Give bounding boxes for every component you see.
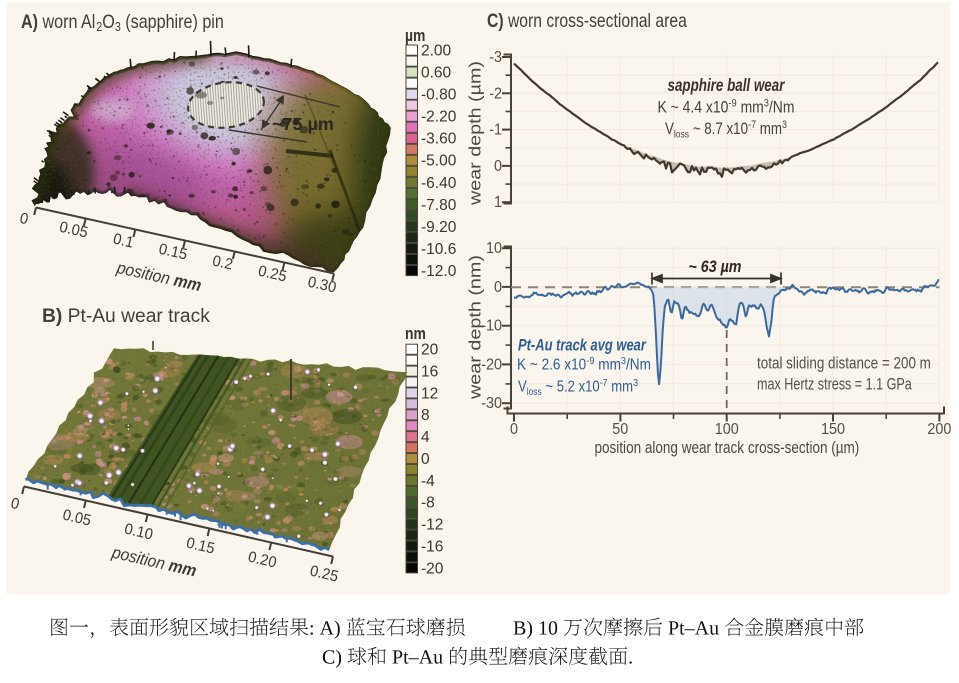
svg-text:0.15: 0.15 (157, 240, 189, 263)
svg-text:V: V (518, 379, 527, 396)
svg-text:150: 150 (821, 420, 845, 438)
svg-text:3: 3 (621, 355, 627, 367)
svg-text:0.25: 0.25 (308, 562, 340, 585)
svg-text:O: O (102, 11, 115, 33)
svg-text:loss: loss (674, 129, 689, 141)
svg-text:/Nm: /Nm (769, 98, 795, 116)
svg-text:-20: -20 (421, 560, 444, 577)
svg-text:-10.6: -10.6 (421, 241, 457, 258)
svg-text:-7: -7 (748, 119, 756, 131)
svg-text:mm: mm (595, 357, 621, 374)
svg-text:10: 10 (486, 240, 502, 258)
svg-text:worn Al: worn Al (38, 11, 95, 33)
svg-text:-9.20: -9.20 (421, 219, 457, 236)
svg-text:-0.80: -0.80 (421, 86, 457, 103)
svg-text:0: 0 (494, 278, 502, 296)
svg-text:~75 µm: ~75 µm (272, 114, 334, 134)
svg-text:3: 3 (764, 98, 769, 110)
svg-text:0.60: 0.60 (421, 64, 451, 81)
svg-text:nm: nm (405, 325, 426, 344)
svg-text:-7: -7 (600, 377, 608, 389)
svg-text:0.25: 0.25 (256, 262, 288, 285)
svg-text:mm: mm (608, 379, 633, 396)
svg-text:200: 200 (927, 420, 951, 438)
svg-text:-8: -8 (421, 495, 435, 512)
svg-text:Pt-Au track avg wear: Pt-Au track avg wear (518, 337, 647, 355)
svg-text:max Hertz stress = 1.1 GPa: max Hertz stress = 1.1 GPa (757, 376, 913, 394)
svg-text:~ 63 µm: ~ 63 µm (689, 258, 742, 276)
svg-text:-1: -1 (489, 121, 502, 139)
svg-text:worn cross-sectional area: worn cross-sectional area (504, 9, 687, 31)
svg-text:0.2: 0.2 (211, 252, 235, 273)
svg-text:50: 50 (612, 420, 628, 438)
svg-text:loss: loss (527, 386, 542, 397)
svg-text:100: 100 (715, 420, 739, 438)
svg-text:-6.40: -6.40 (421, 175, 457, 192)
svg-text:A): A) (21, 11, 38, 33)
svg-text:K ~ 2.6 x10: K ~ 2.6 x10 (517, 357, 586, 374)
svg-text:12: 12 (421, 385, 438, 402)
svg-text:-30: -30 (481, 395, 502, 413)
svg-text:0: 0 (510, 420, 518, 438)
svg-text:(sapphire) pin: (sapphire) pin (121, 11, 224, 33)
svg-text:1: 1 (494, 194, 502, 212)
svg-text:-20: -20 (481, 356, 502, 374)
svg-text:B): B) (42, 305, 62, 327)
svg-text:0.10: 0.10 (123, 520, 155, 543)
svg-text:~ 5.2 x10: ~ 5.2 x10 (542, 379, 600, 396)
svg-text:V: V (665, 120, 674, 139)
svg-text:8: 8 (421, 407, 430, 424)
svg-text:0.1: 0.1 (111, 230, 135, 251)
svg-text:wear depth (nm): wear depth (nm) (465, 255, 484, 400)
svg-text:wear depth (µm): wear depth (µm) (465, 61, 484, 206)
svg-text:2.00: 2.00 (421, 42, 451, 59)
svg-text:0: 0 (494, 157, 502, 175)
svg-text:position along wear track cros: position along wear track cross-section … (595, 439, 860, 458)
svg-text:~ 8.7 x10: ~ 8.7 x10 (689, 120, 748, 139)
svg-text:-12: -12 (421, 516, 443, 533)
svg-text:0.15: 0.15 (185, 534, 217, 557)
svg-text:K ~ 4.4 x10: K ~ 4.4 x10 (658, 98, 729, 116)
svg-text:0.05: 0.05 (58, 218, 90, 241)
svg-text:total sliding distance = 200 m: total sliding distance = 200 m (757, 354, 931, 373)
svg-text:16: 16 (421, 363, 438, 380)
svg-text:-5.00: -5.00 (421, 153, 457, 170)
svg-text:0: 0 (9, 495, 21, 514)
svg-text:4: 4 (421, 429, 430, 446)
svg-text:0: 0 (421, 451, 430, 468)
svg-text:-9: -9 (586, 355, 595, 367)
svg-text:-3: -3 (489, 48, 502, 66)
svg-text:-10: -10 (481, 317, 502, 335)
svg-text:-16: -16 (421, 538, 444, 555)
svg-text:0.20: 0.20 (246, 548, 278, 571)
svg-text:-4: -4 (421, 473, 435, 490)
svg-text:-7.80: -7.80 (421, 197, 457, 214)
svg-text:mm: mm (737, 98, 764, 116)
svg-text:-12.0: -12.0 (421, 263, 457, 280)
svg-text:20: 20 (421, 342, 438, 359)
svg-text:0.05: 0.05 (61, 506, 93, 529)
svg-text:/Nm: /Nm (626, 357, 651, 374)
svg-text:3: 3 (115, 19, 121, 34)
svg-text:sapphire ball wear: sapphire ball wear (668, 76, 786, 95)
svg-text:-9: -9 (728, 98, 737, 110)
svg-text:2: 2 (96, 19, 102, 34)
svg-text:µm: µm (405, 27, 425, 46)
svg-text:0.30: 0.30 (306, 273, 338, 296)
svg-text:3: 3 (782, 119, 787, 131)
svg-text:0: 0 (18, 210, 30, 229)
svg-text:3: 3 (633, 377, 638, 389)
svg-text:mm: mm (756, 120, 782, 139)
svg-text:C): C) (487, 9, 504, 31)
svg-text:-2: -2 (489, 85, 502, 103)
svg-text:-3.60: -3.60 (421, 131, 457, 148)
svg-text:-2.20: -2.20 (421, 108, 457, 125)
svg-text:Pt-Au wear track: Pt-Au wear track (62, 305, 210, 327)
